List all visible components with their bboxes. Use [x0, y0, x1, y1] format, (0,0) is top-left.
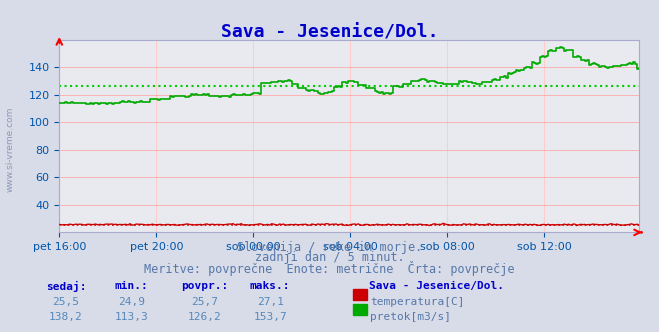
Text: zadnji dan / 5 minut.: zadnji dan / 5 minut.	[254, 251, 405, 264]
Text: maks.:: maks.:	[250, 281, 291, 290]
Text: Meritve: povprečne  Enote: metrične  Črta: povprečje: Meritve: povprečne Enote: metrične Črta:…	[144, 261, 515, 276]
Text: 126,2: 126,2	[187, 312, 221, 322]
Text: Slovenija / reke in morje.: Slovenija / reke in morje.	[237, 241, 422, 254]
Text: temperatura[C]: temperatura[C]	[370, 297, 465, 307]
Text: 25,5: 25,5	[53, 297, 79, 307]
Text: 113,3: 113,3	[115, 312, 149, 322]
Text: pretok[m3/s]: pretok[m3/s]	[370, 312, 451, 322]
Text: 24,9: 24,9	[119, 297, 145, 307]
Text: 25,7: 25,7	[191, 297, 217, 307]
Text: 153,7: 153,7	[253, 312, 287, 322]
Text: 138,2: 138,2	[49, 312, 83, 322]
Text: www.si-vreme.com: www.si-vreme.com	[5, 107, 14, 192]
Text: Sava - Jesenice/Dol.: Sava - Jesenice/Dol.	[221, 23, 438, 41]
Text: min.:: min.:	[115, 281, 149, 290]
Text: 27,1: 27,1	[257, 297, 283, 307]
Text: Sava - Jesenice/Dol.: Sava - Jesenice/Dol.	[369, 281, 504, 290]
Text: povpr.:: povpr.:	[181, 281, 228, 290]
Text: sedaj:: sedaj:	[45, 281, 86, 291]
